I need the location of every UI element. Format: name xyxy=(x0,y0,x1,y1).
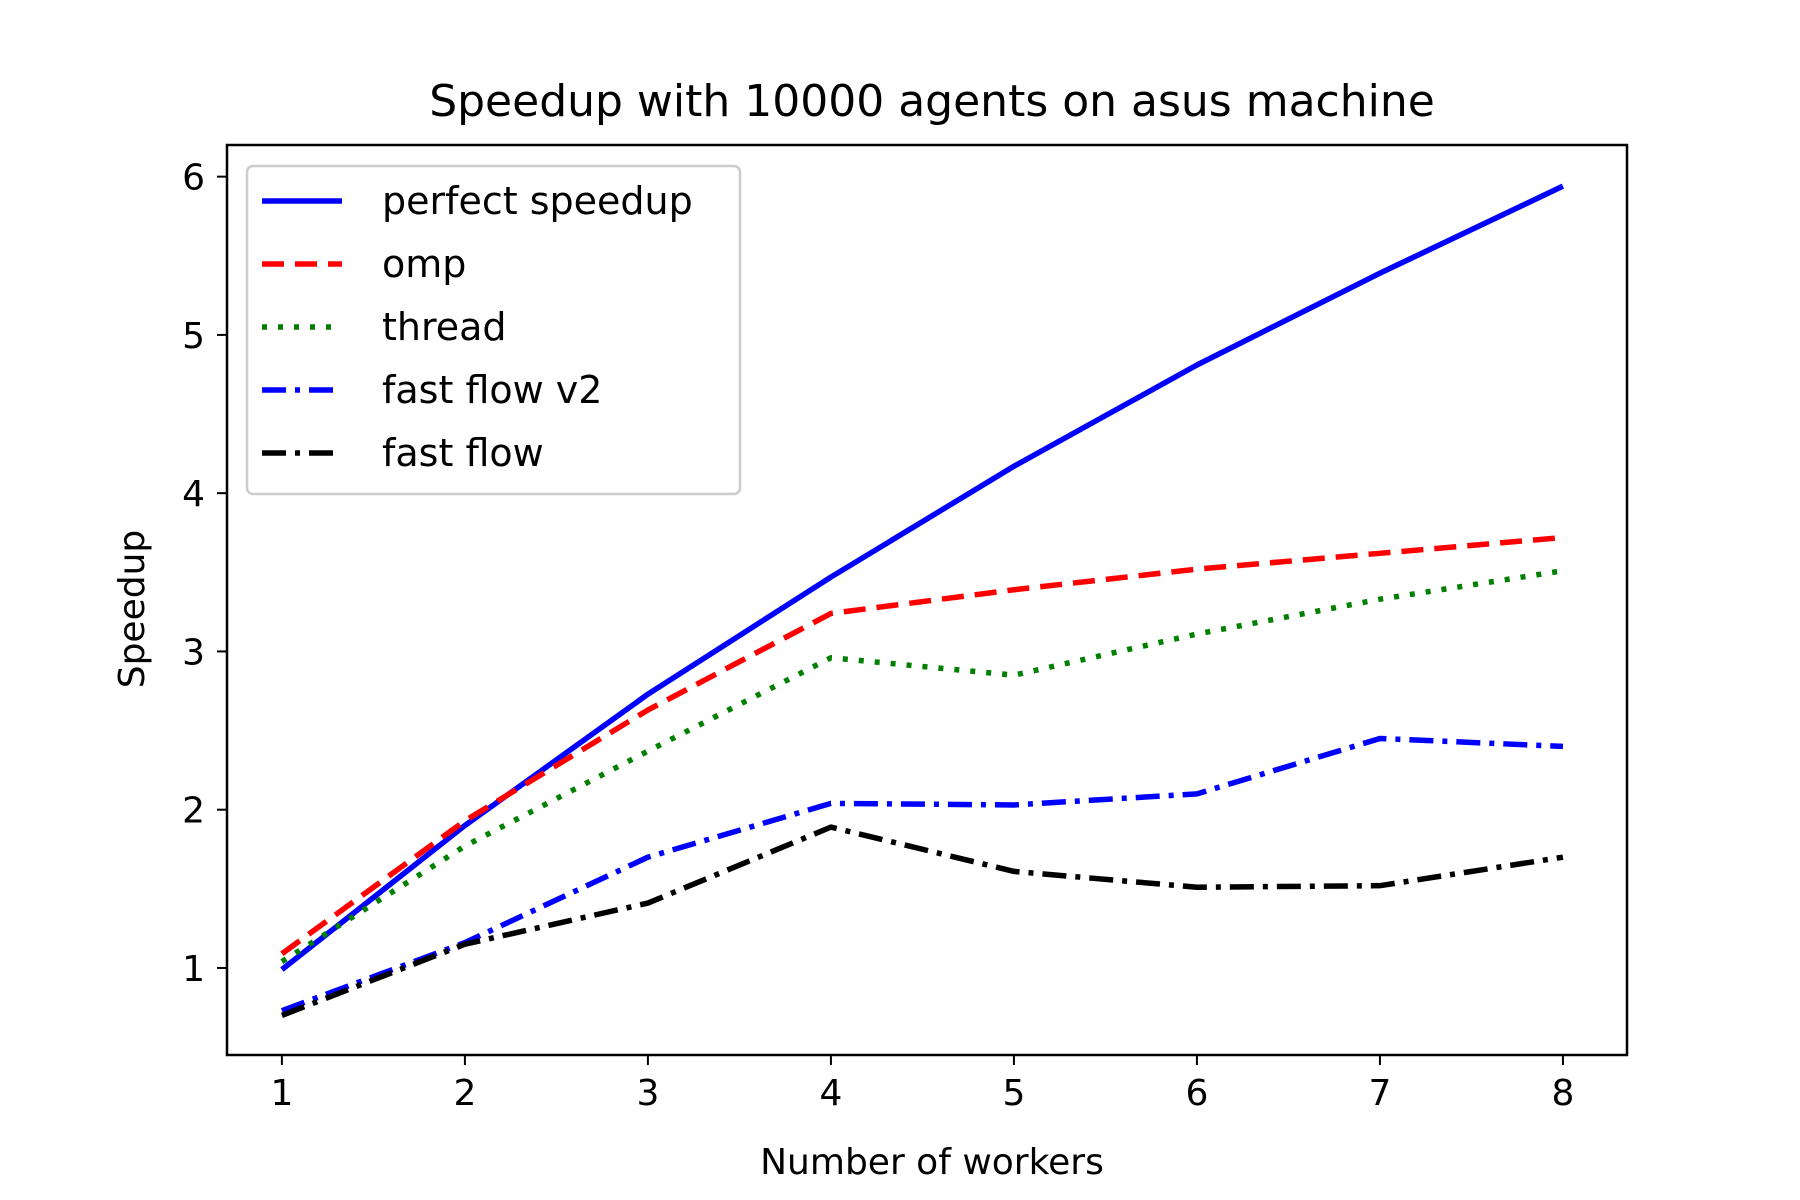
chart-title: Speedup with 10000 agents on asus machin… xyxy=(429,76,1435,127)
x-tick-label: 6 xyxy=(1185,1073,1208,1114)
y-tick-label: 4 xyxy=(182,474,205,515)
x-tick-label: 7 xyxy=(1368,1073,1391,1114)
y-tick-label: 1 xyxy=(182,949,205,990)
series-line-3 xyxy=(280,735,1564,1014)
series-line-2 xyxy=(280,568,1564,964)
legend: perfect speedup omp thread fast flow v2 fast… xyxy=(245,164,742,496)
series-line-0 xyxy=(280,183,1565,972)
x-tick-label: 2 xyxy=(453,1073,476,1114)
series-line-4 xyxy=(280,824,1564,1018)
y-tick-label: 3 xyxy=(182,632,205,673)
legend-box xyxy=(245,164,742,496)
series-layer xyxy=(280,183,1565,1018)
legend-entry-label: omp xyxy=(382,242,466,286)
y-tick-label: 5 xyxy=(182,316,205,357)
x-tick-label: 4 xyxy=(819,1073,842,1114)
axis-layer: 1 2 3 4 5 6 7 8 1 2 3 4 5 6 xyxy=(182,158,1574,1114)
y-tick-label: 6 xyxy=(182,158,205,199)
x-tick-label: 3 xyxy=(636,1073,659,1114)
y-axis-label: Speedup xyxy=(112,530,153,689)
legend-entry-label: fast flow xyxy=(382,431,544,475)
x-tick-label: 1 xyxy=(270,1073,293,1114)
x-axis-label: Number of workers xyxy=(760,1142,1104,1183)
y-tick-label: 2 xyxy=(182,791,205,832)
legend-entry-label: perfect speedup xyxy=(382,179,693,223)
x-tick-label: 5 xyxy=(1002,1073,1025,1114)
plot-area-frame xyxy=(225,143,1629,1057)
series-line-1 xyxy=(280,534,1564,956)
legend-entry-label: thread xyxy=(382,305,507,349)
legend-entry-label: fast flow v2 xyxy=(382,368,602,412)
x-tick-label: 8 xyxy=(1551,1073,1574,1114)
